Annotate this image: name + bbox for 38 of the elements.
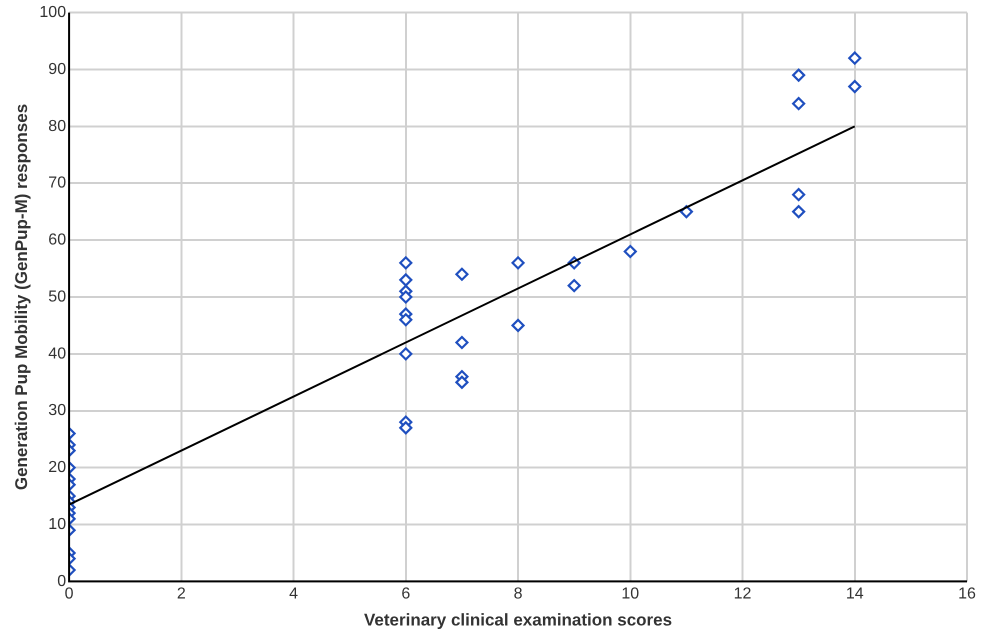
point bbox=[455, 268, 469, 281]
x-tick-label: 16 bbox=[958, 585, 976, 602]
y-tick-label: 0 bbox=[57, 572, 66, 590]
y-tick-label: 90 bbox=[48, 60, 66, 78]
y-tick-label: 80 bbox=[48, 118, 66, 135]
y-tick-label: 30 bbox=[48, 402, 66, 420]
point bbox=[568, 279, 581, 292]
point bbox=[792, 68, 806, 82]
point bbox=[792, 188, 806, 202]
point bbox=[792, 205, 806, 218]
y-tick-label: 10 bbox=[48, 516, 66, 533]
y-tick-label: 100 bbox=[39, 4, 66, 22]
point bbox=[455, 336, 469, 350]
point bbox=[399, 256, 412, 270]
x-axis-title: Veterinary clinical examination scores bbox=[364, 610, 672, 630]
point bbox=[399, 313, 412, 326]
point bbox=[455, 376, 469, 389]
y-tick-label: 70 bbox=[48, 174, 66, 192]
y-tick-label: 40 bbox=[48, 345, 66, 362]
x-tick-label: 8 bbox=[514, 585, 523, 602]
point bbox=[624, 244, 637, 258]
x-tick-label: 10 bbox=[621, 585, 640, 602]
x-tick-label: 12 bbox=[734, 585, 752, 602]
x-tick-label: 6 bbox=[401, 585, 410, 602]
point bbox=[399, 421, 412, 434]
point bbox=[792, 97, 806, 110]
point bbox=[399, 273, 412, 287]
y-tick-label: 60 bbox=[48, 232, 66, 249]
x-tick-label: 4 bbox=[289, 585, 298, 602]
x-tick-label: 2 bbox=[176, 585, 186, 602]
y-axis-title: Generation Pup Mobility (GenPup-M) responses bbox=[12, 104, 31, 490]
y-tick-label: 50 bbox=[48, 288, 66, 306]
point bbox=[511, 318, 525, 332]
y-tick-label: 20 bbox=[48, 459, 66, 476]
point bbox=[399, 290, 412, 304]
x-tick-label: 14 bbox=[846, 585, 864, 602]
point bbox=[511, 256, 525, 270]
point bbox=[399, 347, 412, 360]
